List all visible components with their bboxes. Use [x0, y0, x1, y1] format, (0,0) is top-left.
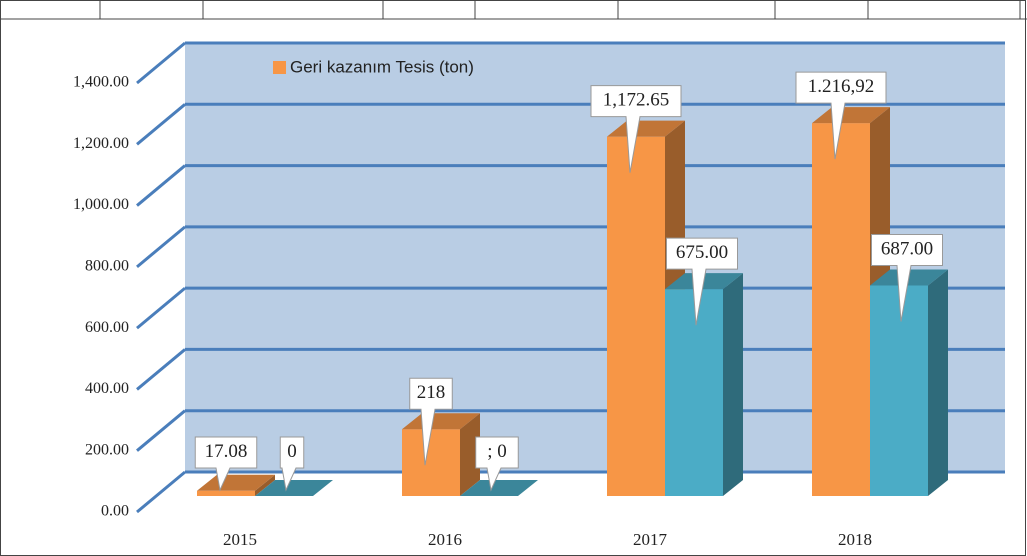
- x-tick-label: 2018: [838, 530, 872, 549]
- bar: [812, 107, 890, 496]
- bar-top: [255, 480, 333, 496]
- bar-front: [812, 123, 870, 496]
- grid-line-side: [136, 286, 186, 330]
- bar-front: [607, 136, 665, 496]
- y-tick-label: 200.00: [85, 441, 129, 458]
- bar-front: [665, 289, 723, 496]
- x-tick-label: 2016: [428, 530, 462, 549]
- y-tick-label: 0.00: [101, 503, 129, 520]
- bar-side: [723, 273, 743, 496]
- data-label: 1.216,92: [808, 76, 875, 97]
- bar: [255, 480, 333, 496]
- bar-side: [928, 269, 948, 496]
- top-table-row: [0, 0, 1027, 20]
- bar-front: [402, 429, 460, 496]
- data-label: 687.00: [881, 238, 933, 259]
- legend-label: Geri kazanım Tesis (ton): [290, 57, 474, 76]
- data-label-box: [590, 85, 682, 173]
- grid-line-side: [136, 164, 186, 207]
- bar-top: [460, 480, 538, 496]
- bar-top: [197, 474, 275, 491]
- data-label: 0: [287, 441, 297, 462]
- y-tick-label: 1,400.00: [73, 74, 129, 91]
- y-tick-label: 600.00: [85, 319, 129, 336]
- legend-swatch: [273, 61, 286, 74]
- grid-line-side: [136, 409, 186, 452]
- grid-line-side: [136, 348, 186, 391]
- bar-front: [870, 285, 928, 496]
- data-label: 1,172.65: [603, 90, 670, 111]
- bar: [870, 269, 948, 496]
- grid-line-side: [136, 41, 186, 85]
- data-label-box: [666, 237, 738, 326]
- data-label-box: [194, 436, 258, 492]
- x-tick-label: 2017: [633, 530, 668, 549]
- data-label-box: [871, 233, 943, 322]
- grid-line-side: [136, 470, 186, 514]
- data-label-box: [409, 377, 453, 466]
- data-label-box: [795, 71, 887, 160]
- bar: [460, 480, 538, 496]
- data-label: 218: [417, 382, 446, 403]
- y-tick-label: 800.00: [85, 258, 129, 275]
- y-tick-label: 1,200.00: [73, 135, 129, 152]
- data-label: 17.08: [205, 441, 248, 462]
- x-tick-label: 2015: [223, 530, 257, 549]
- bar-front: [197, 490, 255, 496]
- data-label: ; 0: [487, 441, 507, 462]
- data-label-box: [279, 436, 305, 492]
- data-label: 675.00: [676, 242, 728, 263]
- bar-side: [460, 413, 480, 496]
- grid-line-side: [136, 103, 186, 146]
- y-tick-label: 1,000.00: [73, 196, 129, 213]
- data-label-box: [475, 436, 519, 492]
- bar: [402, 413, 480, 496]
- y-tick-label: 400.00: [85, 380, 129, 397]
- bar-side: [255, 474, 275, 496]
- bar: [197, 474, 275, 496]
- bar: [665, 273, 743, 496]
- grid-line-side: [136, 225, 186, 269]
